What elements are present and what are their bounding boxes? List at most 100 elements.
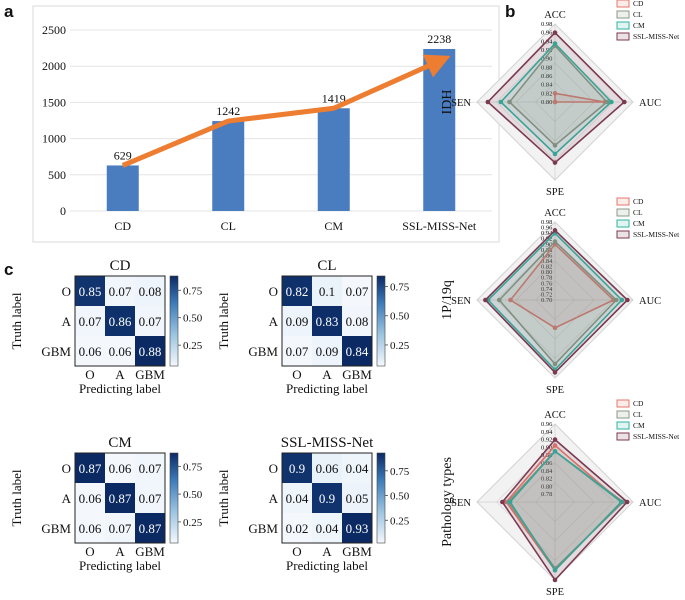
legend-label: CL bbox=[633, 10, 643, 19]
legend-label: CL bbox=[633, 208, 643, 217]
col-label: A bbox=[322, 367, 332, 382]
matrix-cell bbox=[342, 336, 372, 366]
matrix-cell-value: 0.08 bbox=[346, 314, 369, 329]
colorbar-tick-label: 0.25 bbox=[390, 340, 410, 352]
radar-point bbox=[552, 99, 558, 105]
radar-tick-label: 0.98 bbox=[541, 219, 552, 226]
radar-tick-label: 0.82 bbox=[541, 264, 552, 271]
matrix-cell-value: 0.06 bbox=[79, 491, 102, 506]
matrix-cell bbox=[75, 483, 105, 513]
matrix-cell-value: 0.06 bbox=[109, 461, 132, 476]
colorbar bbox=[169, 452, 179, 544]
radar-tick-label: 0.92 bbox=[541, 437, 552, 444]
matrix-cell bbox=[282, 483, 312, 513]
radar-point bbox=[552, 41, 558, 46]
bar-value-label: 629 bbox=[114, 148, 132, 162]
matrix-cell bbox=[312, 453, 342, 483]
row-label: A bbox=[62, 491, 72, 506]
x-tick-label: CD bbox=[114, 219, 131, 233]
row-label: A bbox=[269, 314, 279, 329]
col-label: O bbox=[85, 544, 94, 559]
radar-point bbox=[552, 228, 558, 233]
matrix-cell-value: 0.87 bbox=[79, 461, 102, 476]
colorbar bbox=[376, 275, 386, 367]
trend-arrow bbox=[121, 54, 451, 168]
row-label: GBM bbox=[41, 521, 71, 536]
matrix-cell-value: 0.04 bbox=[316, 521, 339, 536]
radar-point bbox=[508, 297, 513, 303]
matrix-cell bbox=[105, 306, 135, 336]
radar-point bbox=[552, 437, 558, 442]
matrix-cell-value: 0.07 bbox=[346, 284, 369, 299]
matrix-cell bbox=[282, 306, 312, 336]
matrix-cell bbox=[75, 306, 105, 336]
legend-label: CL bbox=[633, 410, 643, 419]
legend-swatch-ssl-miss-net bbox=[616, 32, 630, 41]
legend-swatch-cl bbox=[616, 208, 630, 217]
row-label: O bbox=[62, 461, 71, 476]
colorbar-tick-label: 0.50 bbox=[183, 489, 203, 501]
radar-axis-label-spe: SPE bbox=[546, 187, 564, 198]
radar-series-ssl-miss-net bbox=[486, 31, 626, 164]
matrix-cell bbox=[105, 513, 135, 543]
matrix-cell-value: 0.83 bbox=[316, 314, 339, 329]
matrix-cell bbox=[312, 483, 342, 513]
col-label: O bbox=[292, 544, 301, 559]
matrix-cell-value: 0.07 bbox=[139, 461, 162, 476]
matrix-cell bbox=[135, 306, 165, 336]
legend-label: SSL-MISS-Net bbox=[633, 230, 680, 239]
row-label: GBM bbox=[41, 344, 71, 359]
y-tick-label: 1000 bbox=[42, 132, 66, 146]
radar-point bbox=[507, 99, 512, 105]
matrix-title: CM bbox=[108, 435, 131, 451]
colorbar-tick-label: 0.25 bbox=[390, 515, 410, 527]
col-label: O bbox=[292, 367, 301, 382]
radar-point bbox=[552, 30, 558, 35]
col-label: O bbox=[85, 367, 94, 382]
legend-swatch-cm bbox=[616, 21, 630, 30]
radar-axis-label-spe: SPE bbox=[546, 385, 564, 396]
matrix-cell bbox=[105, 336, 135, 366]
radar-tick-label: 0.90 bbox=[541, 241, 552, 248]
legend-swatch-cm bbox=[616, 219, 630, 228]
panel-letter-a: a bbox=[4, 2, 14, 21]
radar-chart-1: 0.980.960.940.920.900.880.860.840.820.80… bbox=[440, 0, 680, 198]
radar-tick-label: 0.96 bbox=[541, 421, 553, 428]
y-tick-label: 0 bbox=[60, 204, 66, 218]
matrix-cell-value: 0.06 bbox=[109, 344, 132, 359]
matrix-cell-value: 0.04 bbox=[346, 461, 369, 476]
row-label: A bbox=[62, 314, 72, 329]
radar-tick-label: 0.82 bbox=[541, 476, 552, 483]
radar-tick-label: 0.84 bbox=[541, 258, 553, 265]
radar-point bbox=[552, 443, 558, 448]
matrix-cell-value: 0.06 bbox=[79, 521, 102, 536]
matrix-cell bbox=[342, 453, 372, 483]
radar-tick-label: 0.82 bbox=[541, 90, 552, 97]
y-axis-label: Truth label bbox=[216, 292, 231, 349]
radar-point bbox=[552, 567, 558, 573]
matrix-cell bbox=[282, 336, 312, 366]
radar-tick-label: 0.90 bbox=[541, 56, 552, 63]
matrix-cell-value: 0.9 bbox=[289, 461, 305, 476]
matrix-cell bbox=[75, 276, 105, 306]
matrix-cell-value: 0.06 bbox=[79, 344, 102, 359]
matrix-cell-value: 0.07 bbox=[139, 314, 162, 329]
matrix-cell-value: 0.07 bbox=[286, 344, 309, 359]
radar-tick-label: 0.92 bbox=[541, 47, 552, 54]
col-label: A bbox=[115, 367, 125, 382]
row-label: A bbox=[269, 491, 279, 506]
legend-swatch-ssl-miss-net bbox=[616, 230, 630, 239]
matrix-cell-value: 0.85 bbox=[79, 284, 102, 299]
radar-axis-label-auc: AUC bbox=[639, 296, 661, 307]
matrix-cell bbox=[342, 306, 372, 336]
col-label: A bbox=[115, 544, 125, 559]
row-label: O bbox=[269, 284, 278, 299]
bar-value-label: 1242 bbox=[216, 104, 240, 118]
matrix-cell-value: 0.07 bbox=[139, 491, 162, 506]
radar-point bbox=[624, 499, 630, 505]
matrix-cell bbox=[135, 336, 165, 366]
radar-tick-label: 0.80 bbox=[541, 483, 552, 490]
matrix-frame bbox=[74, 275, 166, 367]
col-label: GBM bbox=[342, 544, 372, 559]
matrix-cell-value: 0.87 bbox=[139, 521, 162, 536]
